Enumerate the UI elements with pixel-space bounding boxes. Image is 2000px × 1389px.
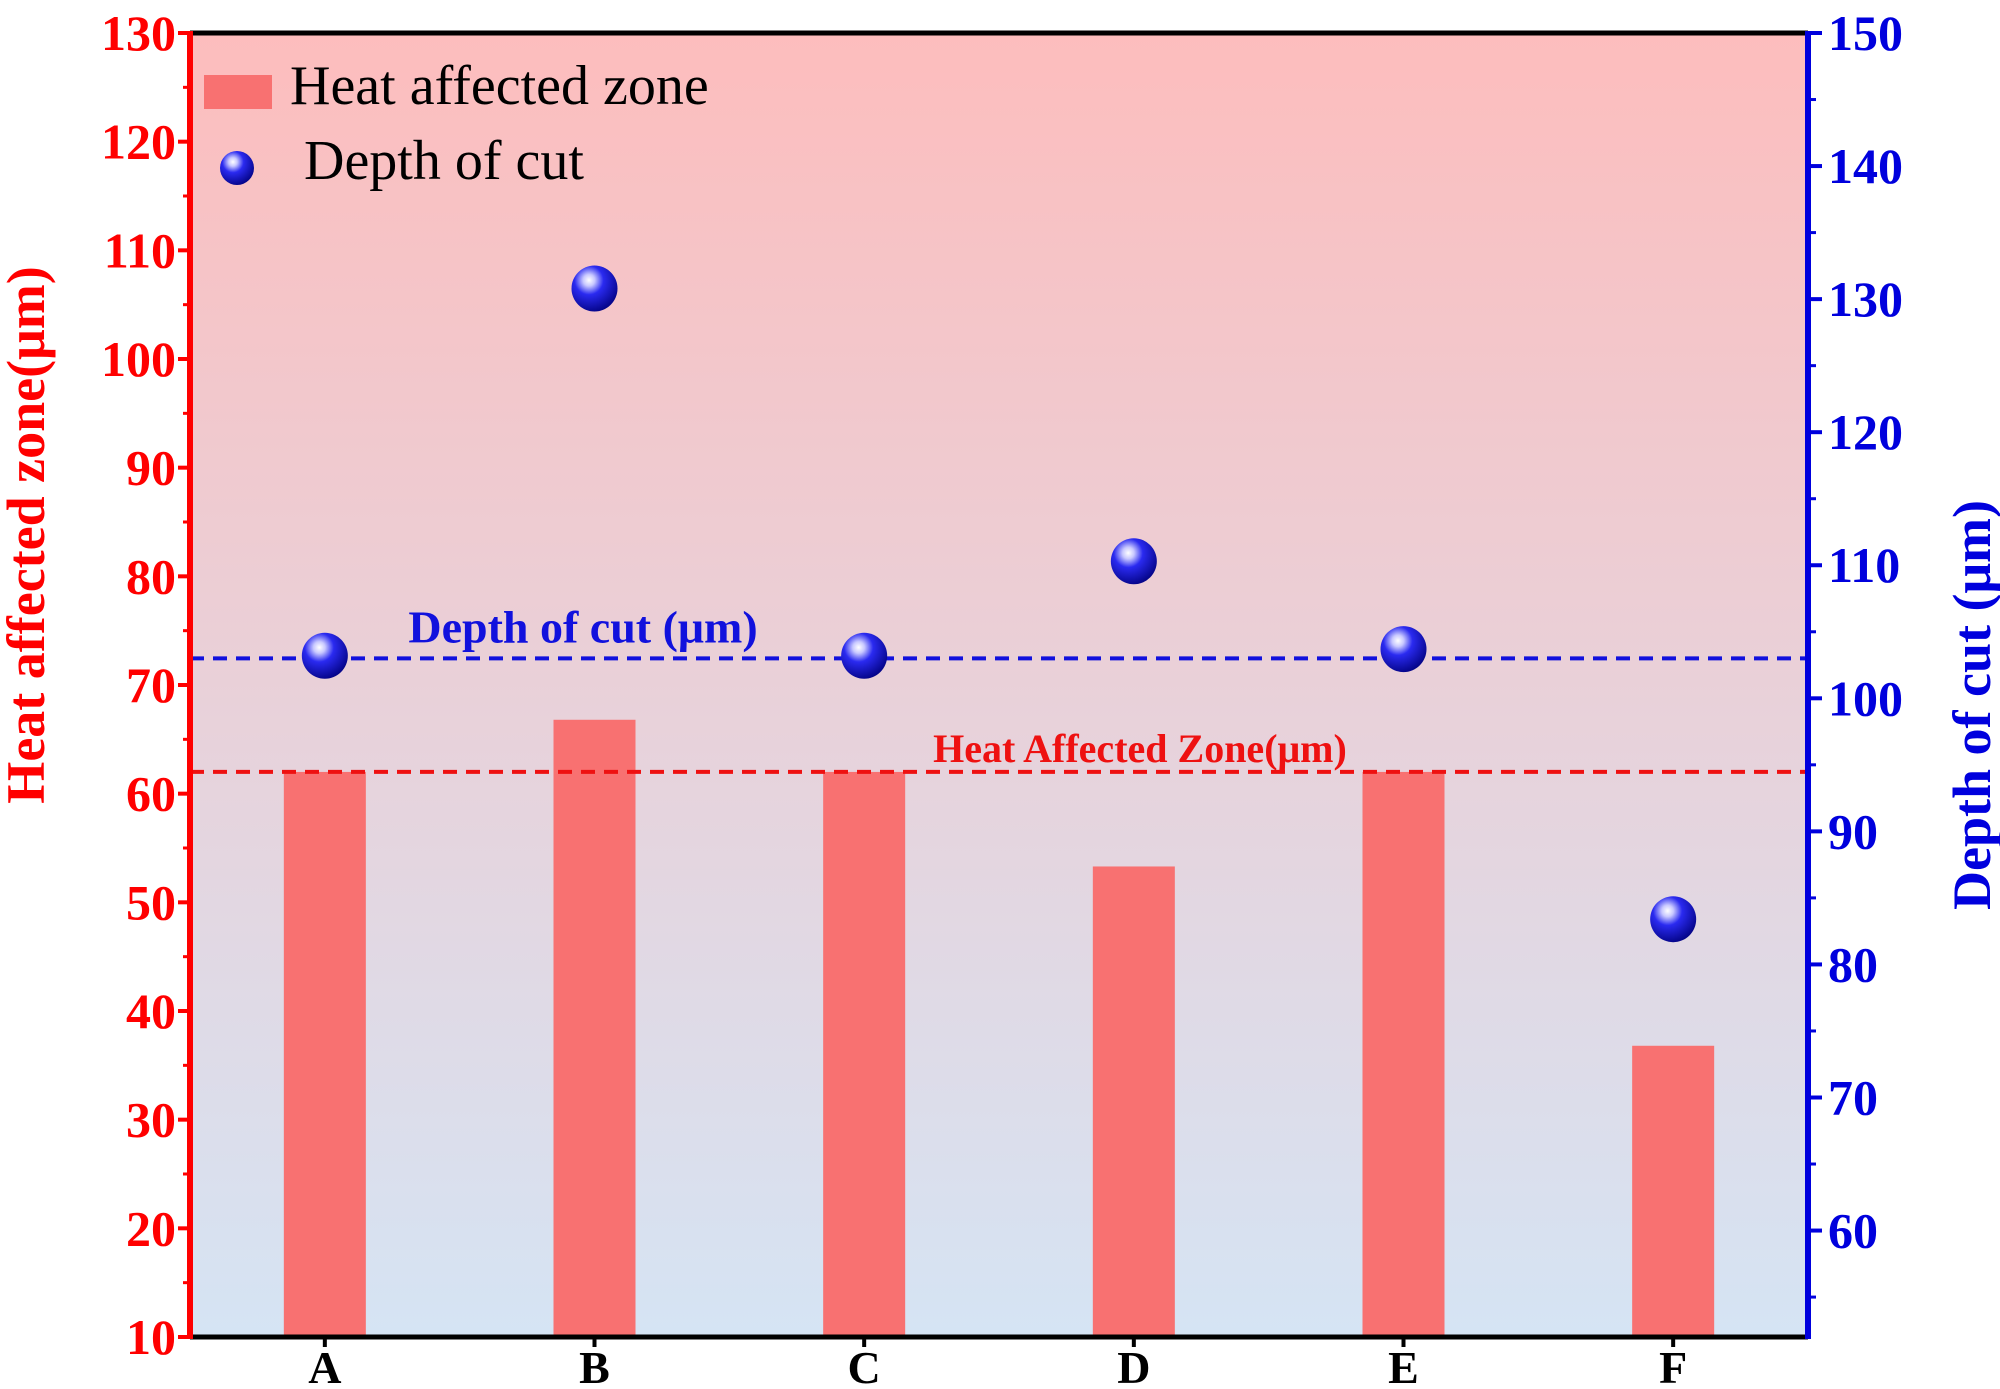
bar-A — [283, 771, 366, 1337]
bar-F — [1632, 1045, 1715, 1337]
point-A — [301, 632, 348, 679]
x-tick-label-E: E — [1388, 1342, 1419, 1389]
bar-D — [1092, 866, 1175, 1337]
left-tick-label: 10 — [126, 1309, 176, 1365]
left-tick-label: 30 — [126, 1092, 176, 1148]
legend-bar-swatch — [204, 75, 272, 109]
left-axis-ticks: 10 20 30 40 50 60 70 80 90 100 110 120 130 — [101, 5, 190, 1365]
bar-series — [283, 719, 1715, 1337]
x-tick-label-D: D — [1117, 1342, 1150, 1389]
right-tick-label: 90 — [1828, 803, 1878, 859]
point-E — [1380, 626, 1427, 673]
point-F — [1650, 896, 1697, 943]
right-tick-label: 130 — [1828, 271, 1903, 327]
x-tick-label-A: A — [308, 1342, 341, 1389]
right-tick-label: 80 — [1828, 936, 1878, 992]
scatter-series — [301, 265, 1697, 943]
right-axis-ticks: 60 70 80 90 100 110 120 130 140 150 — [1808, 5, 1903, 1299]
right-tick-label: 70 — [1828, 1069, 1878, 1125]
left-tick-label: 20 — [126, 1200, 176, 1256]
right-tick-label: 150 — [1828, 5, 1903, 61]
point-C — [841, 632, 888, 679]
reference-label-depth-of-cut: Depth of cut (μm) — [408, 601, 757, 652]
left-axis-title: Heat affected zone(μm) — [0, 266, 56, 803]
legend-label-heat-affected-zone: Heat affected zone — [290, 55, 709, 117]
x-axis-ticks: A B C D E F — [308, 1337, 1687, 1389]
point-D — [1110, 538, 1157, 585]
left-tick-label: 120 — [101, 114, 176, 170]
legend: Heat affected zone Depth of cut — [204, 55, 709, 192]
left-tick-label: 40 — [126, 983, 176, 1039]
left-tick-label: 90 — [126, 440, 176, 496]
right-tick-label: 100 — [1828, 670, 1903, 726]
left-tick-label: 130 — [101, 5, 176, 61]
x-tick-label-C: C — [848, 1342, 881, 1389]
right-tick-label: 120 — [1828, 404, 1903, 460]
reference-lines: Depth of cut (μm) Heat Affected Zone(μm) — [190, 601, 1808, 774]
reference-label-heat-affected-zone: Heat Affected Zone(μm) — [933, 726, 1347, 771]
right-tick-label: 140 — [1828, 138, 1903, 194]
plot-background — [190, 33, 1808, 1337]
legend-sphere-icon — [220, 151, 254, 185]
x-tick-label-B: B — [579, 1342, 610, 1389]
bar-E — [1362, 771, 1445, 1337]
right-axis-title: Depth of cut (μm) — [1942, 500, 2000, 910]
left-tick-label: 70 — [126, 657, 176, 713]
left-tick-label: 60 — [126, 766, 176, 822]
bar-B — [553, 719, 636, 1337]
x-tick-label-F: F — [1659, 1342, 1687, 1389]
left-tick-label: 110 — [104, 222, 176, 278]
right-tick-label: 60 — [1828, 1203, 1878, 1259]
legend-label-depth-of-cut: Depth of cut — [304, 130, 584, 192]
bar-C — [823, 771, 906, 1337]
right-tick-label: 110 — [1828, 537, 1900, 593]
point-B — [571, 265, 618, 312]
left-tick-label: 80 — [126, 548, 176, 604]
left-tick-label: 50 — [126, 874, 176, 930]
left-tick-label: 100 — [101, 331, 176, 387]
